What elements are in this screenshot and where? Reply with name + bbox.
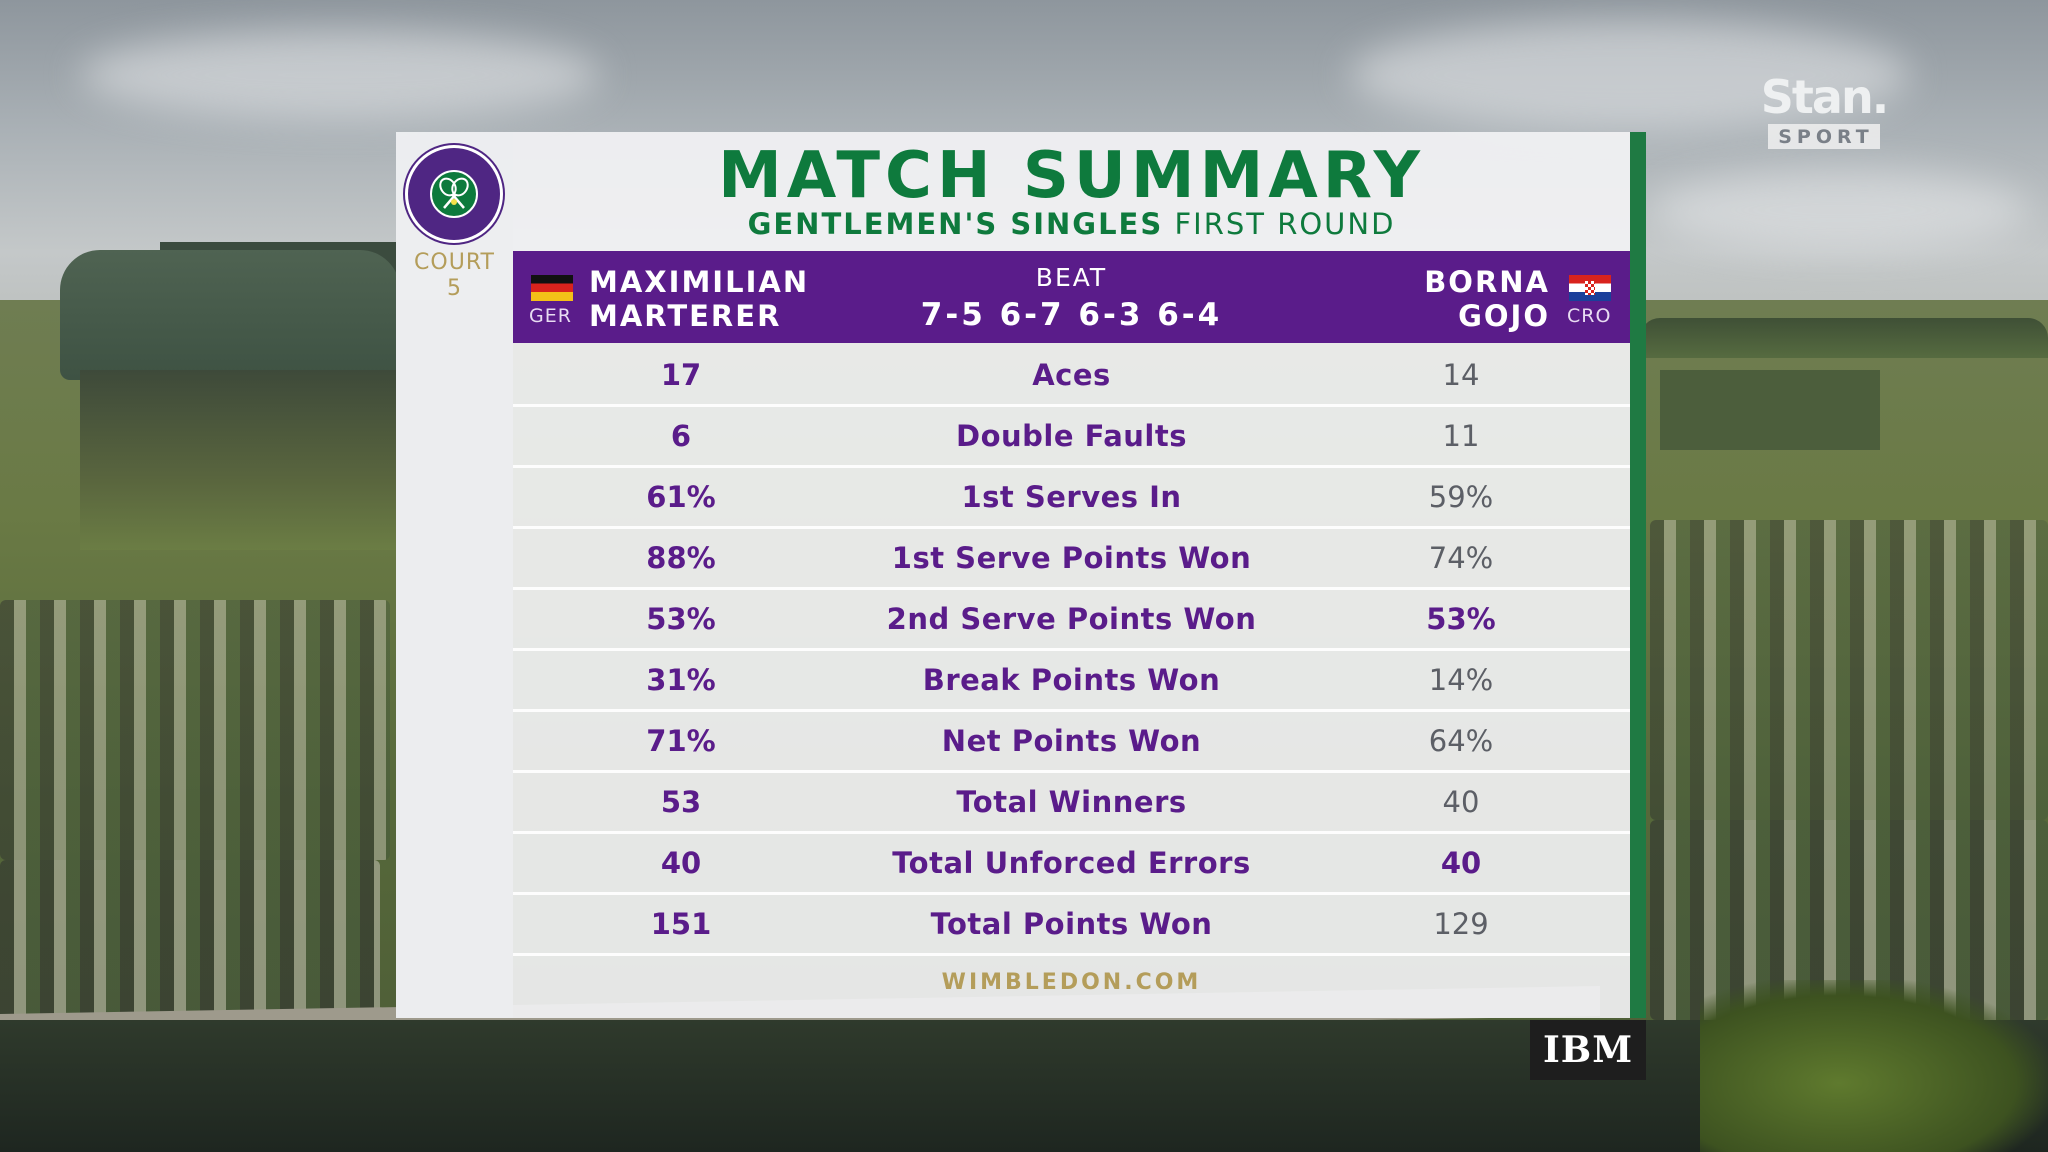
stat-label: Break Points Won [922,663,1221,697]
player2-stat: 74% [1428,541,1494,575]
player2-stat: 53% [1426,602,1496,636]
player2-stat: 64% [1428,724,1494,758]
crowd [0,860,380,1020]
stat-label: 1st Serves In [961,480,1182,514]
player1-stat: 88% [646,541,716,575]
player2-stat: 14 [1442,358,1480,392]
stat-label: Total Points Won [930,907,1213,941]
score-bar: GER MAXIMILIAN MARTERER BEAT 7-5 6-7 6-3… [513,251,1630,343]
player1-last-name: MARTERER [589,299,782,333]
card-accent-bar [1630,132,1646,1018]
stat-row: 2nd Serve Points Won 53% 53% [513,590,1630,651]
stat-row: Total Unforced Errors 40 40 [513,834,1630,895]
stat-label: Net Points Won [941,724,1202,758]
player2-stat: 11 [1442,419,1480,453]
player1-stat: 53% [646,602,716,636]
broadcaster-name: Stan. [1760,70,1889,124]
wimbledon-logo-icon [408,148,500,240]
building [1660,370,1880,450]
result-word: BEAT [1035,263,1108,292]
court-indicator: COURT 5 [396,250,513,302]
stat-row: Total Points Won 151 129 [513,895,1630,956]
event-name: GENTLEMEN'S SINGLES [747,207,1164,241]
foliage [1700,980,2048,1152]
stat-label: 2nd Serve Points Won [886,602,1257,636]
stadium-roof [60,250,400,380]
player1-stat: 40 [660,846,702,880]
cloud [1350,20,1910,130]
player1-country: GER [529,305,572,327]
stats-table: Aces 17 14 Double Faults 6 11 1st Serves… [513,346,1630,956]
player2-first-name: BORNA [1424,265,1550,299]
stat-label: Total Winners [956,785,1187,819]
stadium-body [80,370,400,550]
stat-row: Total Winners 53 40 [513,773,1630,834]
round-name: FIRST ROUND [1174,207,1396,241]
player1-stat: 31% [646,663,716,697]
broadcaster-logo: Stan. SPORT [1758,74,1890,149]
card-side-column [396,132,513,1018]
sponsor-logo: IBM [1530,1020,1646,1080]
stat-label: Total Unforced Errors [892,846,1251,880]
stat-label: 1st Serve Points Won [891,541,1252,575]
player2-stat: 59% [1428,480,1494,514]
footer-website: WIMBLEDON.COM [941,970,1202,995]
player2-stat: 129 [1433,907,1489,941]
broadcaster-sub: SPORT [1768,124,1880,149]
stat-label: Aces [1032,358,1111,392]
cloud [1650,170,2030,250]
court-number: 5 [447,276,462,301]
player1-stat: 17 [660,358,702,392]
stat-row: 1st Serve Points Won 88% 74% [513,529,1630,590]
stat-label: Double Faults [956,419,1187,453]
court-label: COURT [414,250,495,275]
player1-stat: 71% [646,724,716,758]
event-subtitle: GENTLEMEN'S SINGLES FIRST ROUND [513,206,1630,242]
treeline [1640,318,2048,358]
stat-row: Aces 17 14 [513,346,1630,407]
player1-stat: 6 [670,419,692,453]
set-scores: 7-5 6-7 6-3 6-4 [920,297,1223,333]
cloud [80,30,600,120]
croatia-flag-icon [1569,275,1611,301]
player1-stat: 61% [646,480,716,514]
player1-stat: 53 [660,785,702,819]
germany-flag-icon [531,275,573,301]
crossed-rackets-icon [430,170,478,218]
player1-stat: 151 [650,907,712,941]
page-title: MATCH SUMMARY [718,139,1425,213]
stat-row: Double Faults 6 11 [513,407,1630,468]
player2-stat: 40 [1442,785,1480,819]
crowd [0,600,390,860]
player2-country: CRO [1567,305,1612,327]
stat-row: 1st Serves In 61% 59% [513,468,1630,529]
stat-row: Break Points Won 31% 14% [513,651,1630,712]
player1-first-name: MAXIMILIAN [589,265,810,299]
stat-row: Net Points Won 71% 64% [513,712,1630,773]
player2-last-name: GOJO [1458,299,1550,333]
player2-stat: 40 [1440,846,1482,880]
player2-stat: 14% [1428,663,1494,697]
crowd [1650,520,2048,820]
